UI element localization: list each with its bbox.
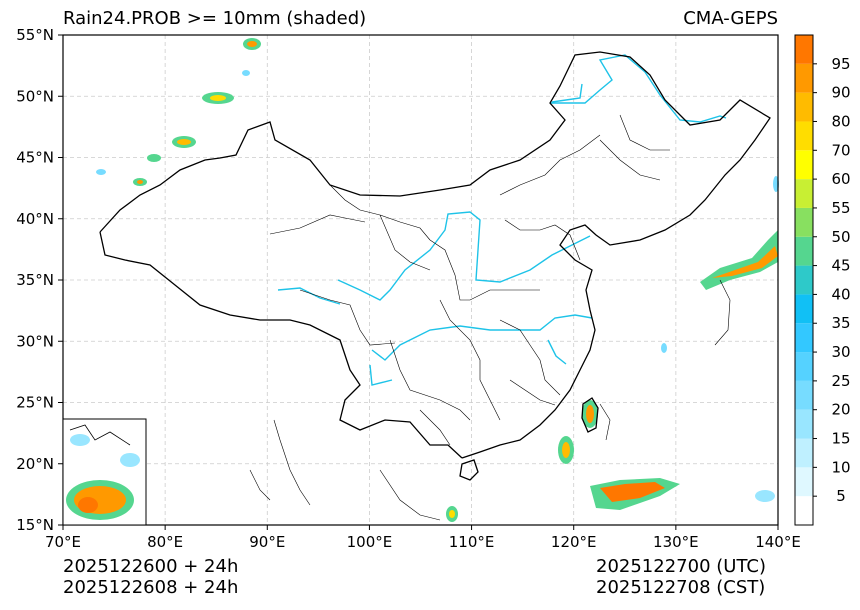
lon-label: 110°E bbox=[449, 533, 495, 551]
model-name: CMA-GEPS bbox=[683, 8, 778, 29]
colorbar-label: 70 bbox=[831, 141, 850, 159]
colorbar-label: 25 bbox=[831, 372, 850, 390]
colorbar-segment bbox=[795, 92, 813, 122]
colorbar-segment bbox=[795, 207, 813, 237]
colorbar-label: 90 bbox=[831, 84, 850, 102]
colorbar-label: 40 bbox=[831, 285, 850, 303]
colorbar-segment bbox=[795, 409, 813, 439]
longitude-ticks: 70°E 80°E 90°E 100°E 110°E 120°E 130°E 140°E bbox=[45, 525, 801, 551]
inset-map bbox=[62, 418, 147, 526]
colorbar-label: 45 bbox=[831, 257, 850, 275]
colorbar-label: 55 bbox=[831, 199, 850, 217]
lat-label: 15°N bbox=[16, 516, 54, 534]
colorbar-segment bbox=[795, 294, 813, 324]
colorbar-segment bbox=[795, 496, 813, 525]
valid-time-utc: 2025122700 (UTC) bbox=[596, 556, 766, 577]
colorbar-label: 35 bbox=[831, 314, 850, 332]
valid-time-block: 2025122700 (UTC) 2025122708 (CST) bbox=[596, 556, 766, 598]
colorbar-segment bbox=[795, 150, 813, 180]
colorbar-label: 95 bbox=[831, 55, 850, 73]
colorbar-segment bbox=[795, 63, 813, 93]
lat-label: 35°N bbox=[16, 271, 54, 289]
lat-label: 50°N bbox=[16, 87, 54, 105]
colorbar-label: 60 bbox=[831, 170, 850, 188]
colorbar-segment bbox=[795, 352, 813, 381]
lon-label: 90°E bbox=[249, 533, 285, 551]
colorbar-segment bbox=[795, 438, 813, 468]
colorbar-segment bbox=[795, 35, 813, 64]
lat-label: 55°N bbox=[16, 26, 54, 44]
lon-label: 80°E bbox=[147, 533, 183, 551]
colorbar-label: 10 bbox=[831, 458, 850, 476]
lon-label: 120°E bbox=[551, 533, 597, 551]
colorbar-label: 5 bbox=[836, 487, 846, 505]
colorbar-segment bbox=[795, 179, 813, 208]
gridlines bbox=[63, 35, 778, 525]
precip-shading bbox=[96, 38, 779, 522]
lon-label: 70°E bbox=[45, 533, 81, 551]
lat-label: 25°N bbox=[16, 394, 54, 412]
province-borders bbox=[269, 114, 670, 446]
valid-time-cst: 2025122708 (CST) bbox=[596, 577, 766, 598]
colorbar-segment bbox=[795, 467, 813, 497]
national-border bbox=[99, 51, 771, 521]
init-time-block: 2025122600 + 24h 2025122608 + 24h bbox=[63, 556, 238, 598]
colorbar-label: 15 bbox=[831, 430, 850, 448]
lon-label: 140°E bbox=[755, 533, 801, 551]
colorbar-label: 20 bbox=[831, 401, 850, 419]
lat-label: 20°N bbox=[16, 455, 54, 473]
init-time-cst: 2025122608 + 24h bbox=[63, 577, 239, 598]
init-time-utc: 2025122600 + 24h bbox=[63, 556, 239, 577]
colorbar-label: 80 bbox=[831, 112, 850, 130]
rivers bbox=[277, 54, 727, 386]
map-title: Rain24.PROB >= 10mm (shaded) bbox=[63, 8, 367, 29]
colorbar-segment bbox=[795, 265, 813, 295]
lat-label: 40°N bbox=[16, 210, 54, 228]
colorbar-segment bbox=[795, 380, 813, 410]
colorbar-segment bbox=[795, 236, 813, 266]
latitude-ticks: 55°N 50°N 45°N 40°N 35°N 30°N 25°N 20°N 15°N bbox=[16, 26, 63, 534]
colorbar-label: 50 bbox=[831, 228, 850, 246]
colorbar: 5 10 15 20 25 30 35 40 45 50 55 60 70 80 90 95 bbox=[794, 34, 851, 526]
colorbar-segment bbox=[795, 121, 813, 151]
lon-label: 130°E bbox=[653, 533, 699, 551]
colorbar-label: 30 bbox=[831, 343, 850, 361]
colorbar-segment bbox=[795, 323, 813, 353]
lat-label: 45°N bbox=[16, 149, 54, 167]
colorbar-frame bbox=[794, 34, 814, 526]
lon-label: 100°E bbox=[347, 533, 393, 551]
lat-label: 30°N bbox=[16, 332, 54, 350]
